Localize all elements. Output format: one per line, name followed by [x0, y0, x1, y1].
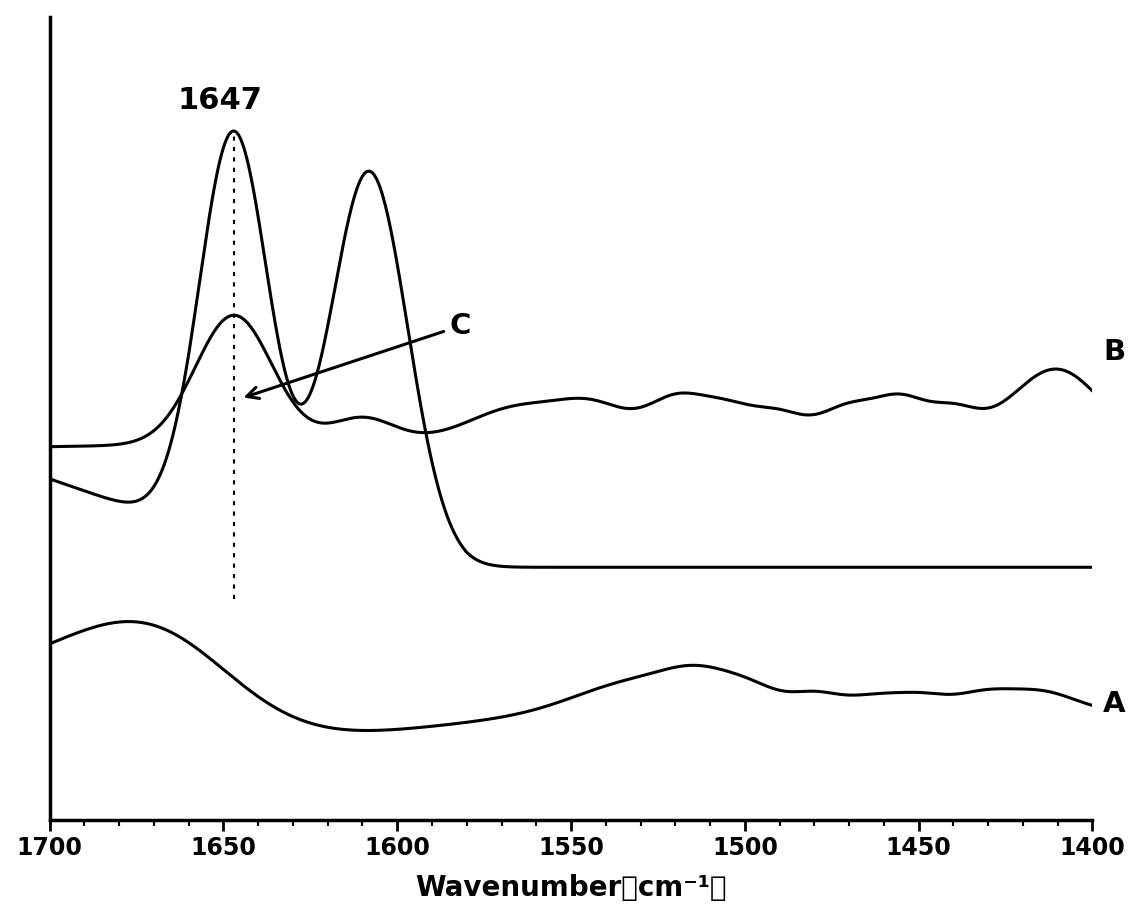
Text: B: B — [1103, 338, 1125, 366]
Text: 1647: 1647 — [177, 85, 263, 115]
Text: C: C — [247, 312, 471, 399]
Text: A: A — [1103, 690, 1125, 718]
X-axis label: Wavenumber（cm⁻¹）: Wavenumber（cm⁻¹） — [416, 874, 726, 902]
